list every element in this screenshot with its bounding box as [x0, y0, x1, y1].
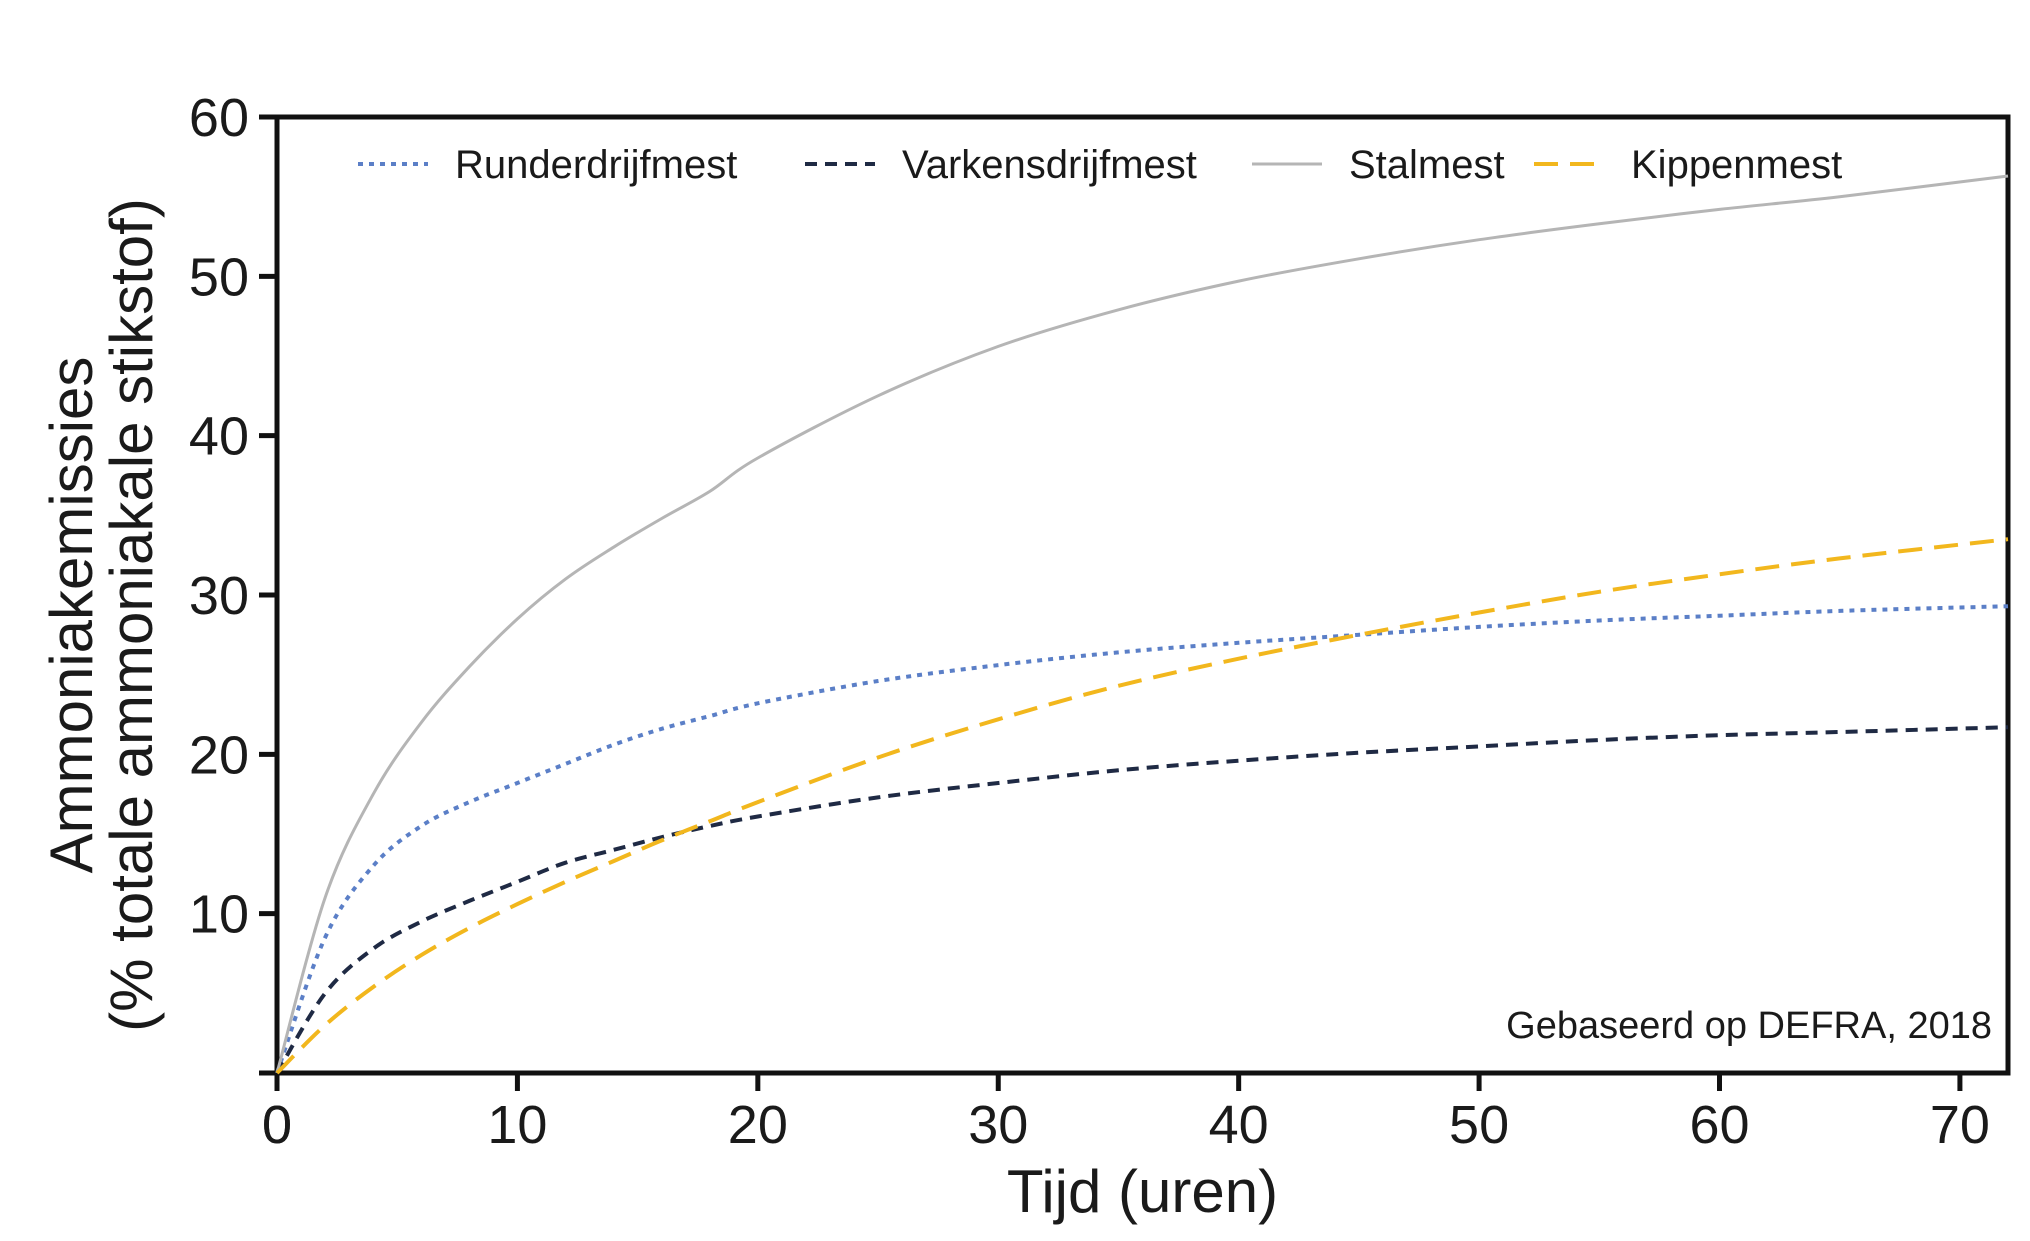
y-axis-title-line-1: Ammoniakemissies — [38, 357, 105, 874]
legend: Runderdrijfmest Varkensdrijfmest Stalmest K… — [358, 143, 1842, 187]
x-axis: 0 10 20 30 40 50 60 700 — [262, 1073, 1990, 1155]
plot-border — [274, 114, 2011, 1076]
series-line-stalmest — [275, 174, 2009, 1074]
x-tick-label: 70 — [1930, 1095, 1990, 1155]
source-annotation: Gebaseerd op DEFRA, 2018 — [1506, 1005, 1992, 1047]
x-axis-title: Tijd (uren) — [1007, 1158, 1278, 1225]
y-axis-title: Ammoniakemissies (% totale ammoniakale s… — [38, 198, 165, 1032]
y-tick-label: 50 — [189, 247, 249, 307]
x-tick-label: 30 — [968, 1095, 1028, 1155]
x-tick-label: 0 — [262, 1095, 292, 1155]
y-tick-label: 40 — [189, 407, 249, 467]
series-lines — [275, 174, 2009, 1075]
series-line-varkensdrijfmest — [275, 725, 2009, 1075]
x-tick-label: 50 — [1449, 1095, 1509, 1155]
y-tick-label: 20 — [189, 725, 249, 785]
legend-label: Varkensdrijfmest — [902, 143, 1197, 187]
legend-label: Stalmest — [1349, 143, 1505, 187]
series-line-kippenmest — [275, 537, 2009, 1075]
x-tick-label: 10 — [487, 1095, 547, 1155]
x-tick-label: 40 — [1209, 1095, 1269, 1155]
legend-label: Runderdrijfmest — [455, 143, 737, 187]
series-line-runderdrijfmest — [275, 604, 2009, 1074]
x-tick-label: 60 — [1689, 1095, 1749, 1155]
x-tick-label: 0 — [262, 1095, 292, 1155]
y-tick-label: 60 — [189, 88, 249, 148]
y-tick-label: 30 — [189, 566, 249, 626]
plot-frame — [274, 114, 2011, 1076]
legend-label: Kippenmest — [1631, 143, 1842, 187]
y-axis-title-line-2: (% totale ammoniakale stikstof) — [98, 198, 165, 1032]
y-tick-label: 10 — [189, 885, 249, 945]
y-axis: 10 20 30 40 50 60 — [189, 88, 277, 1076]
x-tick-label: 20 — [728, 1095, 788, 1155]
